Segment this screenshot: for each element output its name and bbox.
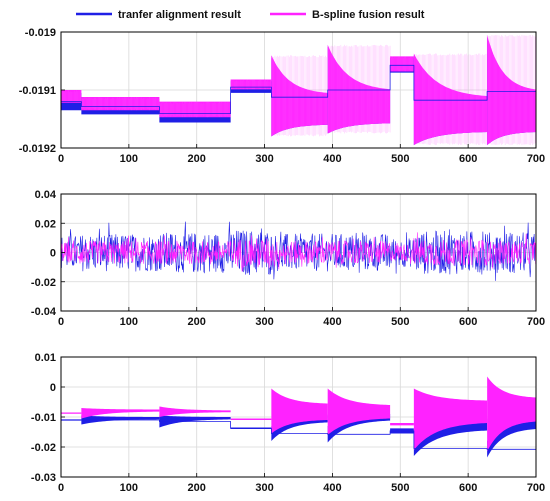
x-tick-label: 500 <box>391 316 409 328</box>
series-transfer-line <box>61 221 536 281</box>
panel-top: 0 100 200 300 400 500 600 700 -0.019 -0.0191 -0.01… <box>19 27 545 165</box>
legend-label-transfer: tranfer alignment result <box>118 9 241 21</box>
x-tick-label: 400 <box>323 482 341 494</box>
legend-label-bspline: B-spline fusion result <box>312 9 425 21</box>
panel-bottom: 0 100 200 300 400 500 600 700 0.01 0 -0.01 -0.02 -0.… <box>31 352 545 494</box>
series-transfer-step <box>61 419 536 450</box>
x-tick-label: 600 <box>459 482 477 494</box>
y-tick-label: -0.04 <box>31 306 57 318</box>
series-bspline-band-0 <box>61 412 82 414</box>
series-bspline-band-7 <box>413 53 488 146</box>
x-tick-label: 300 <box>255 482 273 494</box>
series-transfer-band-7 <box>413 418 488 456</box>
series-bspline-band-7 <box>413 388 488 450</box>
x-tick-label: 100 <box>120 316 138 328</box>
y-tick-label: 0 <box>50 248 56 260</box>
x-tick-label: 100 <box>120 482 138 494</box>
x-tick-label: 700 <box>527 482 545 494</box>
x-tick-label: 300 <box>255 153 273 165</box>
y-tick-label: -0.0191 <box>19 85 56 97</box>
x-tick-label: 100 <box>120 153 138 165</box>
x-tick-label: 200 <box>188 153 206 165</box>
series-bspline-band-8 <box>487 34 536 146</box>
y-tick-label: 0.02 <box>35 218 56 230</box>
x-tick-label: 300 <box>255 316 273 328</box>
series-bspline-band-8 <box>487 376 536 452</box>
x-tick-label: 200 <box>188 316 206 328</box>
series-bspline-band-4 <box>271 388 328 434</box>
series-transfer-band-2 <box>159 415 231 428</box>
x-tick-label: 400 <box>323 316 341 328</box>
x-tick-label: 600 <box>459 316 477 328</box>
y-tick-label: 0.04 <box>35 189 57 201</box>
series-bspline-band-1 <box>81 96 160 111</box>
x-tick-label: 700 <box>527 316 545 328</box>
x-tick-label: 600 <box>459 153 477 165</box>
x-tick-label: 500 <box>391 482 409 494</box>
y-tick-label: -0.019 <box>25 27 56 39</box>
x-tick-label: 700 <box>527 153 545 165</box>
series-bspline-band-0 <box>61 90 82 103</box>
y-tick-label: -0.03 <box>31 472 56 484</box>
y-tick-label: 0.01 <box>35 352 56 364</box>
series-bspline-band-4 <box>271 55 328 137</box>
y-tick-label: -0.0192 <box>19 143 56 155</box>
y-tick-label: -0.02 <box>31 277 56 289</box>
series-area <box>61 376 536 458</box>
series-bspline-band-5 <box>327 388 391 435</box>
x-tick-label: 0 <box>58 482 64 494</box>
panel-middle: 0 100 200 300 400 500 600 700 0.04 0.02 0 -0.02 -0.0… <box>31 189 545 328</box>
x-tick-label: 200 <box>188 482 206 494</box>
series-bspline-band-1 <box>81 408 160 419</box>
series-bspline-line <box>61 232 536 272</box>
series-area <box>61 221 536 281</box>
series-bspline-band-3 <box>230 418 272 420</box>
series-transfer-step <box>61 64 536 114</box>
x-tick-label: 400 <box>323 153 341 165</box>
series-area <box>61 34 536 146</box>
y-tick-label: -0.01 <box>31 412 56 424</box>
x-tick-label: 0 <box>58 316 64 328</box>
series-bspline-band-6 <box>390 423 414 426</box>
legend: tranfer alignment result B-spline fusion… <box>76 9 425 21</box>
series-bspline-band-2 <box>159 406 231 417</box>
y-tick-label: -0.02 <box>31 442 56 454</box>
x-tick-label: 0 <box>58 153 64 165</box>
x-tick-label: 500 <box>391 153 409 165</box>
y-tick-label: 0 <box>50 382 56 394</box>
